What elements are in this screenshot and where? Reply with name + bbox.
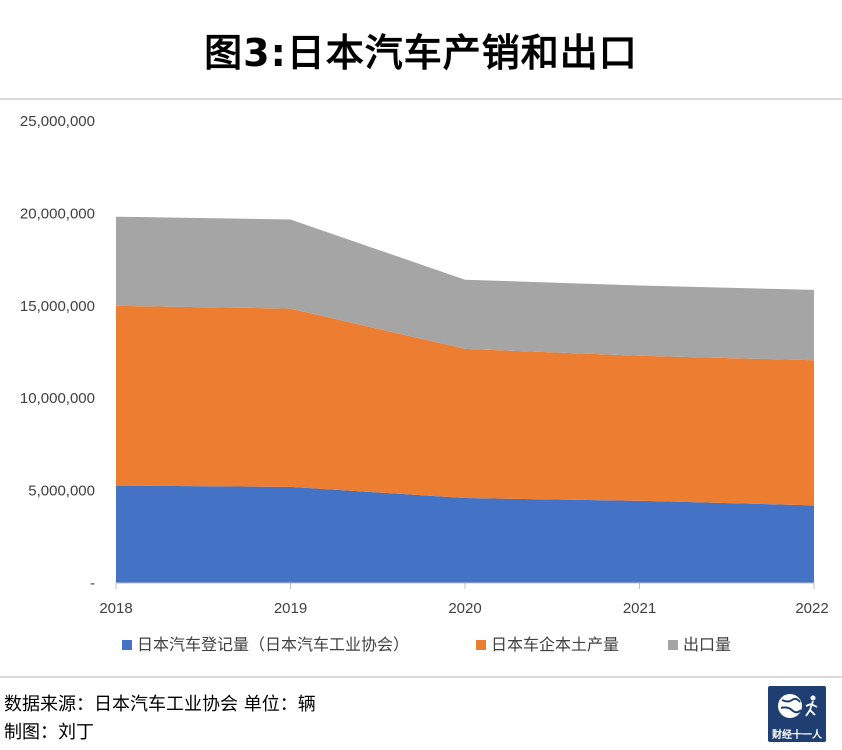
chart-title: 图3:日本汽车产销和出口 — [204, 31, 638, 75]
legend-swatch-2 — [476, 640, 486, 650]
area-series-2 — [116, 305, 814, 506]
x-tick-label: 2022 — [795, 600, 828, 617]
legend-label-1: 日本汽车登记量（日本汽车工业协会） — [137, 635, 409, 654]
y-tick-label: 20,000,000 — [20, 205, 95, 222]
x-tick-label: 2020 — [448, 600, 481, 617]
legend-label-3: 出口量 — [683, 635, 731, 654]
logo-text: 财经十一人 — [772, 730, 822, 741]
area-series-1 — [116, 485, 814, 583]
y-tick-label: 25,000,000 — [20, 113, 95, 130]
x-tick-label: 2021 — [623, 600, 656, 617]
legend: 日本汽车登记量（日本汽车工业协会） 日本车企本土产量 出口量 — [122, 635, 731, 654]
bottom-divider — [0, 676, 842, 678]
legend-label-2: 日本车企本土产量 — [491, 635, 619, 654]
axis-layer: 2018 2019 2020 2021 2022 - 5,000,000 10,000,000… — [20, 113, 829, 617]
author-credit: 制图：刘丁 — [4, 722, 94, 743]
x-tick-label: 2018 — [99, 600, 132, 617]
x-tick-label: 2019 — [274, 600, 307, 617]
top-divider — [0, 98, 842, 100]
legend-swatch-1 — [122, 640, 132, 650]
publisher-logo: 财经十一人 — [768, 686, 826, 742]
y-tick-label: 5,000,000 — [28, 483, 95, 500]
globe-runner-icon — [778, 694, 818, 718]
y-tick-label: 10,000,000 — [20, 390, 95, 407]
area-series-3 — [116, 216, 814, 361]
stacked-area-chart: 2018 2019 2020 2021 2022 - 5,000,000 10,000,000… — [20, 113, 829, 654]
y-tick-label: - — [90, 575, 95, 592]
area-layer — [116, 216, 814, 583]
y-tick-label: 15,000,000 — [20, 298, 95, 315]
data-source-note: 数据来源：日本汽车工业协会 单位：辆 — [4, 694, 316, 715]
legend-swatch-3 — [668, 640, 678, 650]
